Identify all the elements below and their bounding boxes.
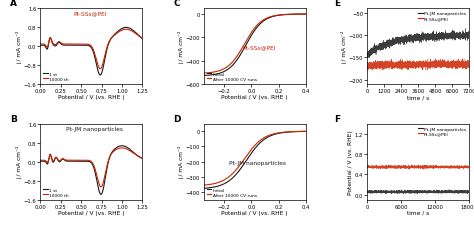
Text: E: E: [335, 0, 340, 8]
Text: Pt-JM nanoparticles: Pt-JM nanoparticles: [66, 126, 123, 131]
X-axis label: time / s: time / s: [407, 210, 429, 215]
Y-axis label: j / mA cm⁻²: j / mA cm⁻²: [178, 145, 184, 179]
Text: A: A: [9, 0, 17, 8]
Legend: 1 st, 10000 th: 1 st, 10000 th: [43, 187, 70, 197]
Y-axis label: j / mA cm⁻²: j / mA cm⁻²: [16, 30, 22, 64]
Legend: 1 st, 10000 th: 1 st, 10000 th: [43, 72, 70, 83]
X-axis label: Potential / V (vs. RHE ): Potential / V (vs. RHE ): [58, 95, 125, 100]
Text: D: D: [173, 114, 181, 123]
Y-axis label: Potential / V (vs. RHE): Potential / V (vs. RHE): [348, 130, 354, 194]
Legend: Initial, After 10000 CV runs: Initial, After 10000 CV runs: [206, 187, 257, 197]
X-axis label: Potential / V (vs. RHE ): Potential / V (vs. RHE ): [58, 210, 125, 215]
Y-axis label: j / mA cm⁻²: j / mA cm⁻²: [16, 145, 22, 179]
Text: Pt-SSs@PEI: Pt-SSs@PEI: [243, 45, 276, 50]
Text: Pt-SSs@PEI: Pt-SSs@PEI: [73, 11, 107, 16]
Y-axis label: j / mA cm⁻²: j / mA cm⁻²: [341, 30, 347, 64]
X-axis label: Potential / V (vs. RHE ): Potential / V (vs. RHE ): [221, 210, 288, 215]
X-axis label: Potential / V (vs. RHE ): Potential / V (vs. RHE ): [221, 95, 288, 100]
Text: B: B: [9, 114, 17, 123]
Legend: Pt-JM nanoparticles, Pt-SSs@PEI: Pt-JM nanoparticles, Pt-SSs@PEI: [418, 126, 467, 137]
Text: C: C: [173, 0, 180, 8]
Text: F: F: [335, 114, 340, 123]
Legend: Initial, After 10000 CV runs: Initial, After 10000 CV runs: [206, 72, 257, 83]
Text: Pt-JM nanoparticles: Pt-JM nanoparticles: [229, 160, 286, 165]
X-axis label: time / s: time / s: [407, 95, 429, 100]
Y-axis label: j / mA cm⁻²: j / mA cm⁻²: [178, 30, 184, 64]
Legend: Pt-JM nanoparticles, Pt-SSs@PEI: Pt-JM nanoparticles, Pt-SSs@PEI: [418, 11, 467, 22]
